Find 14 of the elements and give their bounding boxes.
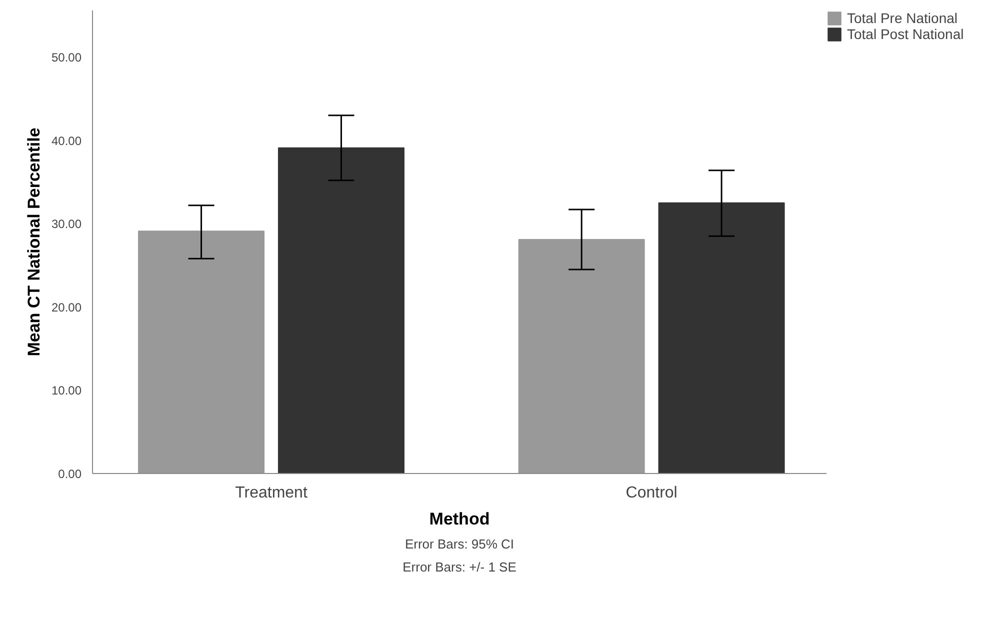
text: Error Bars: 95% CI (404, 536, 514, 552)
legend-label: Total Pre National (847, 10, 958, 26)
y-tick-label: 40.00 (51, 134, 82, 148)
x-axis-title: Method (429, 510, 490, 528)
text: Error Bars: +/- 1 SE (402, 560, 517, 574)
y-tick-label: 0.00 (58, 467, 82, 481)
y-tick-label: 50.00 (51, 50, 82, 65)
legend-label: Total Post National (847, 26, 964, 42)
y-axis-title: Mean CT National Percentile (24, 128, 44, 356)
x-tick-label: Treatment (235, 484, 308, 502)
y-tick-label: 20.00 (51, 300, 82, 314)
y-tick-label: 30.00 (51, 217, 82, 232)
y-tick-label: 10.00 (51, 384, 82, 398)
x-tick-label: Control (626, 484, 678, 502)
